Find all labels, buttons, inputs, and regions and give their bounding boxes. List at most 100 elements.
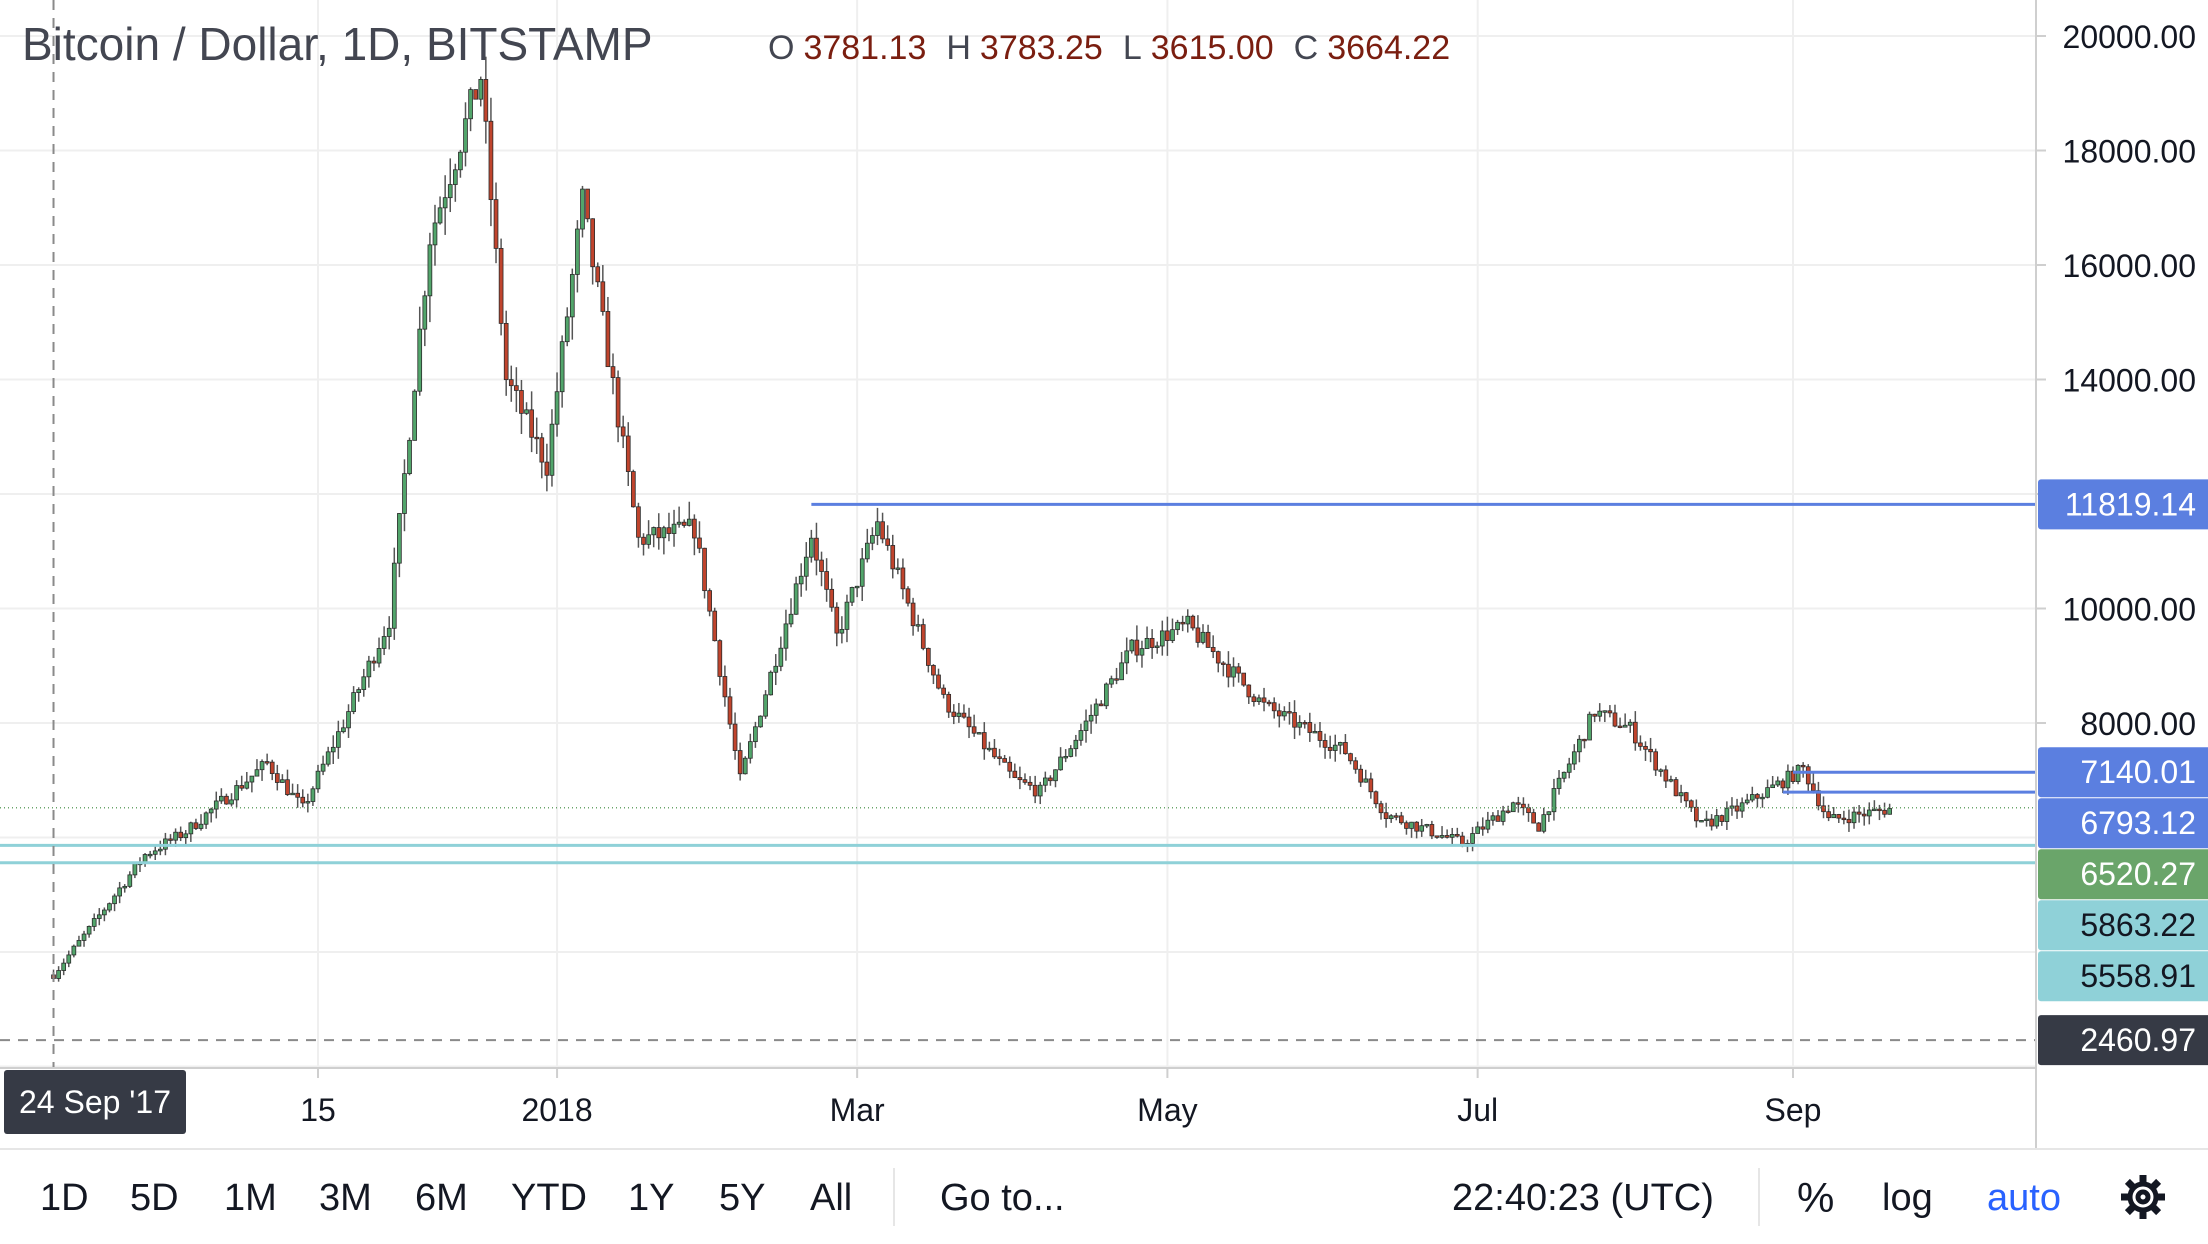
candle bbox=[529, 391, 534, 453]
candle bbox=[966, 707, 972, 739]
candle bbox=[768, 670, 774, 696]
candle bbox=[264, 753, 270, 766]
candle bbox=[1134, 625, 1140, 663]
range-1d-button[interactable]: 1D bbox=[40, 1177, 89, 1219]
candle-body bbox=[585, 188, 590, 220]
candle-body bbox=[274, 773, 280, 783]
candle-body bbox=[1821, 805, 1826, 813]
candle-body bbox=[1627, 721, 1633, 726]
candle bbox=[417, 306, 423, 396]
clock-readout[interactable]: 22:40:23 (UTC) bbox=[1452, 1177, 1714, 1219]
candle bbox=[305, 793, 311, 813]
candle bbox=[564, 307, 570, 347]
candle-body bbox=[147, 853, 153, 857]
price-tick-label: 16000.00 bbox=[2063, 248, 2196, 284]
candle-body bbox=[753, 726, 758, 743]
candle bbox=[325, 746, 331, 767]
time-axis-background bbox=[0, 1068, 2036, 1148]
candle bbox=[1414, 821, 1419, 839]
range-all-button[interactable]: All bbox=[810, 1177, 853, 1219]
go-to-button[interactable]: Go to... bbox=[940, 1177, 1065, 1219]
candle bbox=[905, 586, 911, 607]
candle bbox=[1348, 752, 1353, 765]
candle bbox=[742, 756, 748, 775]
candle-body bbox=[1327, 746, 1333, 751]
time-axis[interactable]: 15 2018 Mar May Jul Sep 24 Sep '17 bbox=[0, 1067, 2037, 1148]
candle-body bbox=[839, 628, 845, 634]
candle bbox=[1139, 640, 1145, 668]
candle bbox=[1866, 802, 1872, 825]
price-chart[interactable]: 8000.0010000.0012000.0014000.0016000.001… bbox=[0, 0, 2208, 1148]
candle-body bbox=[330, 746, 336, 753]
candle-body bbox=[1302, 722, 1308, 725]
candle bbox=[1282, 706, 1287, 721]
candle bbox=[1566, 757, 1572, 779]
range-5d-button[interactable]: 5D bbox=[130, 1177, 179, 1219]
candle-body bbox=[1297, 722, 1302, 728]
candle-body bbox=[1454, 834, 1460, 837]
price-label: 5863.22 bbox=[2038, 900, 2208, 951]
candle bbox=[936, 668, 941, 690]
candle-body bbox=[1490, 815, 1496, 821]
candle-body bbox=[946, 693, 952, 713]
candle-body bbox=[1175, 621, 1180, 631]
candle-body bbox=[524, 409, 529, 414]
candle bbox=[534, 417, 540, 455]
candle bbox=[661, 525, 667, 555]
candle-body bbox=[620, 426, 626, 437]
candle bbox=[1729, 797, 1735, 816]
candle bbox=[1215, 650, 1221, 673]
gear-icon[interactable] bbox=[2118, 1172, 2168, 1222]
candle-body bbox=[1037, 784, 1043, 797]
candle-body bbox=[213, 800, 219, 810]
candle-body bbox=[356, 689, 362, 693]
candle bbox=[636, 502, 641, 548]
candle-body bbox=[1282, 711, 1287, 717]
candle bbox=[788, 598, 794, 628]
range-1m-button[interactable]: 1M bbox=[224, 1177, 277, 1219]
candle bbox=[397, 513, 402, 578]
percent-scale-button[interactable]: % bbox=[1797, 1174, 1835, 1221]
log-scale-button[interactable]: log bbox=[1882, 1177, 1933, 1219]
candle-body bbox=[1358, 768, 1364, 783]
candle-body bbox=[1312, 731, 1318, 734]
candle bbox=[1688, 799, 1694, 812]
candle bbox=[1805, 764, 1811, 794]
candle-body bbox=[1276, 710, 1282, 717]
candle bbox=[900, 558, 906, 600]
candle-body bbox=[493, 199, 499, 249]
range-3m-button[interactable]: 3M bbox=[319, 1177, 372, 1219]
candle bbox=[829, 578, 835, 612]
candle bbox=[341, 719, 346, 734]
candle-body bbox=[1566, 763, 1572, 773]
candle-body bbox=[1307, 722, 1313, 733]
range-6m-button[interactable]: 6M bbox=[415, 1177, 468, 1219]
candle-body bbox=[351, 692, 356, 712]
candle-body bbox=[641, 536, 646, 545]
range-5y-button[interactable]: 5Y bbox=[719, 1177, 766, 1219]
candle-body bbox=[870, 535, 875, 544]
candle bbox=[1510, 801, 1516, 813]
candle bbox=[208, 807, 214, 823]
candle bbox=[1663, 765, 1669, 788]
candle-body bbox=[1078, 730, 1084, 741]
candle-body bbox=[1729, 805, 1735, 809]
candle bbox=[625, 422, 631, 486]
candle-body bbox=[1856, 811, 1862, 815]
price-axis[interactable]: 8000.0010000.0012000.0014000.0016000.001… bbox=[2035, 0, 2208, 1068]
candle-body bbox=[1846, 818, 1852, 824]
auto-scale-button[interactable]: auto bbox=[1987, 1177, 2061, 1219]
range-1y-button[interactable]: 1Y bbox=[628, 1177, 675, 1219]
candle-body bbox=[178, 831, 184, 839]
range-ytd-button[interactable]: YTD bbox=[511, 1177, 587, 1219]
candle-body bbox=[1485, 819, 1491, 830]
candle-body bbox=[1658, 769, 1664, 772]
candle bbox=[285, 769, 290, 797]
candle-body bbox=[768, 671, 774, 696]
candle bbox=[1393, 812, 1399, 821]
candle bbox=[1861, 807, 1867, 826]
price-tick-label: 10000.00 bbox=[2063, 592, 2196, 628]
candle-body bbox=[1383, 812, 1389, 820]
candle-body bbox=[692, 518, 697, 539]
candle bbox=[463, 102, 468, 167]
